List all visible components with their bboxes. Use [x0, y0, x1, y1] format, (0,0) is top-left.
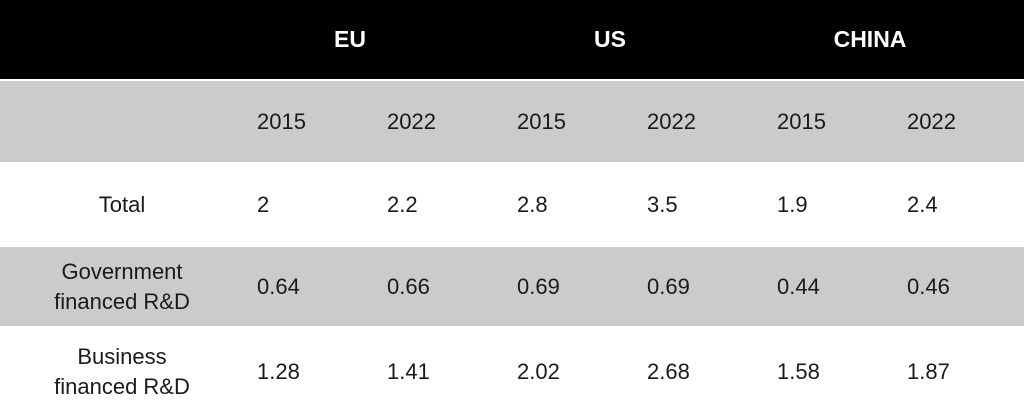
value-total-us-2022: 3.5 [634, 164, 764, 245]
year-header-eu-2022: 2022 [374, 81, 504, 162]
year-header-us-2015: 2015 [504, 81, 634, 162]
value-biz-us-2015: 2.02 [504, 328, 634, 416]
value-gov-china-2015: 0.44 [764, 247, 894, 326]
year-header-eu-2015: 2015 [244, 81, 374, 162]
value-gov-eu-2015: 0.64 [244, 247, 374, 326]
years-corner-cell [0, 81, 244, 162]
value-biz-eu-2022: 1.41 [374, 328, 504, 416]
value-gov-us-2022: 0.69 [634, 247, 764, 326]
header-corner-cell [0, 0, 244, 79]
year-header-china-2022: 2022 [894, 81, 1024, 162]
value-gov-eu-2022: 0.66 [374, 247, 504, 326]
group-header-eu: EU [244, 0, 504, 79]
value-total-china-2022: 2.4 [894, 164, 1024, 245]
value-total-eu-2022: 2.2 [374, 164, 504, 245]
year-header-us-2022: 2022 [634, 81, 764, 162]
value-gov-china-2022: 0.46 [894, 247, 1024, 326]
group-header-us: US [504, 0, 764, 79]
value-total-eu-2015: 2 [244, 164, 374, 245]
value-biz-us-2022: 2.68 [634, 328, 764, 416]
value-biz-china-2022: 1.87 [894, 328, 1024, 416]
value-biz-china-2015: 1.58 [764, 328, 894, 416]
value-total-us-2015: 2.8 [504, 164, 634, 245]
year-header-china-2015: 2015 [764, 81, 894, 162]
row-label-total: Total [0, 164, 244, 245]
value-biz-eu-2015: 1.28 [244, 328, 374, 416]
value-gov-us-2015: 0.69 [504, 247, 634, 326]
row-label-business-financed-rd: Business financed R&D [0, 328, 244, 416]
row-label-government-financed-rd: Government financed R&D [0, 247, 244, 326]
value-total-china-2015: 1.9 [764, 164, 894, 245]
group-header-china: CHINA [764, 0, 1024, 79]
